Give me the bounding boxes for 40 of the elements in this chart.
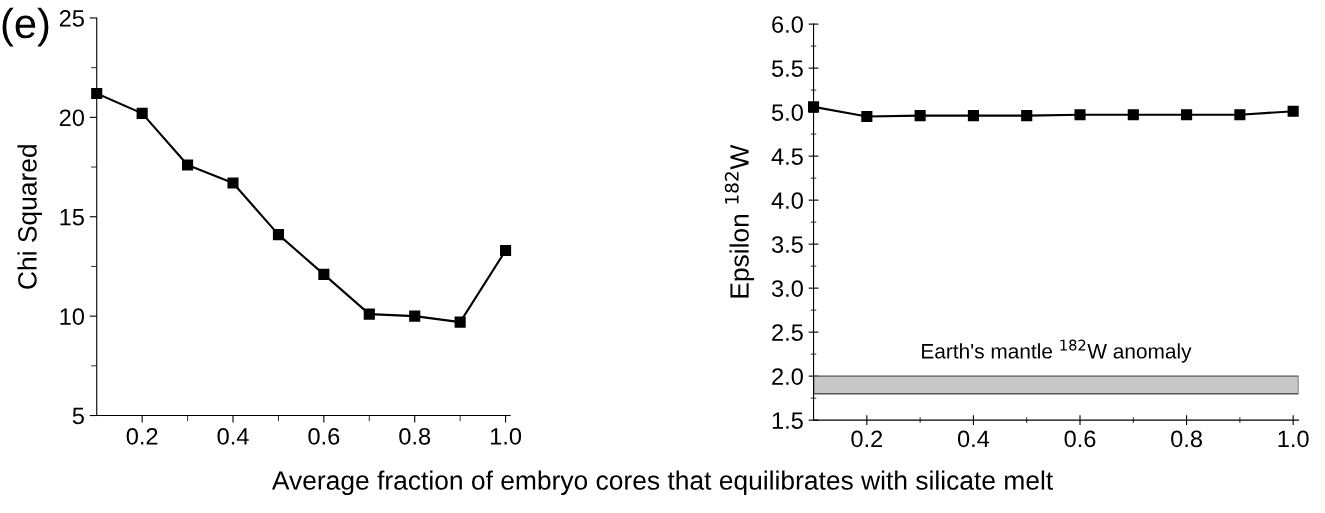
y-tick-label: 3.0 <box>771 280 803 297</box>
point <box>318 268 330 280</box>
x-tick-label: 0.2 <box>851 430 883 448</box>
x-tick-label: 0.8 <box>399 427 431 445</box>
y-tick-label: 4.5 <box>771 148 803 165</box>
y-tick-label: 4.0 <box>771 192 803 209</box>
y-tick-label: 3.5 <box>771 236 803 253</box>
y-tick-label: 15 <box>60 209 84 226</box>
point <box>136 107 148 119</box>
point <box>227 177 239 189</box>
point <box>272 229 284 241</box>
point <box>500 244 512 257</box>
y-tick-label: 5.5 <box>771 60 803 77</box>
text: (e) <box>2 7 49 47</box>
y-tick-label: 6.0 <box>772 16 803 33</box>
x-tick-label: 1.0 <box>1278 430 1309 448</box>
y-tick-label: 20 <box>59 109 84 127</box>
y-tick-label: 1.5 <box>772 412 803 429</box>
point <box>409 310 421 322</box>
y-tick-label: 5.0 <box>771 104 803 121</box>
x-tick-label: 0.2 <box>126 427 158 445</box>
y-tick-label: 5 <box>72 407 84 425</box>
x-tick-label: 0.8 <box>1171 430 1202 448</box>
x-tick-label: 0.6 <box>1064 430 1096 448</box>
x-tick-label: 1.0 <box>490 427 522 445</box>
x-tick-label: 0.4 <box>957 430 990 448</box>
point <box>182 159 194 171</box>
y-axis-title: Epsilon $^{182}$W <box>724 144 755 298</box>
point <box>91 87 103 100</box>
text: Average fraction of embryo cores that equilibrates with silicate melt <box>271 470 1053 496</box>
point <box>363 308 375 320</box>
x-tick-label: 0.4 <box>217 427 249 445</box>
band-label: Earth's mantle $^{182}$W anomaly <box>922 339 1192 363</box>
y-tick-label: 25 <box>59 10 84 27</box>
y-tick-label: 2.0 <box>772 368 803 385</box>
y-tick-label: 10 <box>60 308 84 325</box>
point <box>454 316 466 328</box>
x-tick-label: 0.6 <box>308 427 340 445</box>
y-tick-label: 2.5 <box>772 324 803 341</box>
y-axis-title: Chi Squared <box>17 145 42 289</box>
